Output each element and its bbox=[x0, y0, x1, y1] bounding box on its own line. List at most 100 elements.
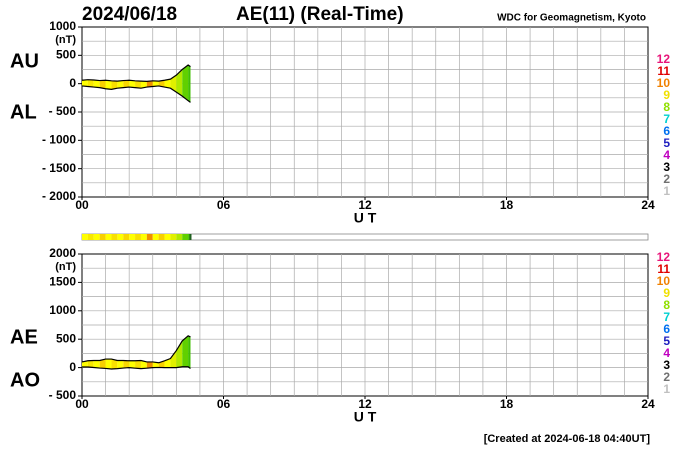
fill-segment bbox=[140, 360, 147, 369]
fill-segment bbox=[123, 80, 130, 88]
series-line bbox=[81, 335, 191, 364]
x-tick-label: 12 bbox=[358, 198, 372, 212]
fill-segment bbox=[105, 359, 112, 370]
activity-strip-segment bbox=[99, 234, 106, 240]
series-label: AL bbox=[10, 101, 37, 123]
level-legend-label: 8 bbox=[663, 298, 670, 312]
fill-segment bbox=[111, 80, 118, 90]
level-legend-label: 12 bbox=[657, 250, 671, 264]
y-tick-label: 0 bbox=[69, 76, 76, 90]
x-axis-label: U T bbox=[354, 409, 377, 425]
level-legend-label: 9 bbox=[663, 286, 670, 300]
level-legend-label: 5 bbox=[663, 334, 670, 348]
level-legend-label: 7 bbox=[663, 310, 670, 324]
activity-strip-segment bbox=[117, 234, 124, 240]
fill-segment bbox=[117, 80, 124, 89]
activity-strip-segment bbox=[105, 234, 112, 240]
activity-strip-segment bbox=[176, 234, 183, 240]
series-line bbox=[81, 64, 191, 83]
x-axis-label: U T bbox=[354, 210, 377, 226]
activity-strip-segment bbox=[158, 234, 165, 240]
activity-strip-segment bbox=[135, 234, 141, 240]
level-legend-label: 9 bbox=[663, 88, 670, 102]
y-tick-label: 1000 bbox=[49, 19, 76, 33]
fill-segment bbox=[82, 360, 88, 368]
series-label: AE bbox=[10, 326, 38, 348]
y-tick-label: 500 bbox=[56, 331, 76, 345]
x-tick-label: 24 bbox=[641, 397, 655, 411]
y-tick-label: 1000 bbox=[49, 303, 76, 317]
fill-segment bbox=[82, 79, 88, 87]
source: WDC for Geomagnetism, Kyoto bbox=[497, 13, 646, 24]
activity-strip-segment bbox=[146, 234, 153, 240]
fill-segment bbox=[93, 79, 100, 88]
fill-segment bbox=[182, 335, 189, 367]
x-tick-label: 12 bbox=[358, 397, 372, 411]
y-axis-label: (nT) bbox=[55, 34, 76, 46]
x-tick-label: 18 bbox=[500, 198, 514, 212]
fill-segment bbox=[129, 360, 136, 369]
y-axis-label: (nT) bbox=[55, 261, 76, 273]
fill-segment bbox=[117, 360, 124, 369]
y-tick-label: 500 bbox=[56, 48, 76, 62]
fill-segment bbox=[188, 335, 191, 369]
activity-strip-segment bbox=[164, 234, 171, 240]
level-legend-label: 10 bbox=[657, 76, 671, 90]
x-tick-label: 24 bbox=[641, 198, 655, 212]
fill-segment bbox=[182, 64, 189, 101]
level-legend-label: 12 bbox=[657, 52, 671, 66]
activity-strip-segment bbox=[129, 234, 136, 240]
fill-segment bbox=[158, 80, 165, 88]
fill-segment bbox=[99, 359, 106, 369]
level-legend-label: 1 bbox=[663, 184, 670, 198]
fill-segment bbox=[152, 361, 159, 368]
level-legend-label: 3 bbox=[663, 160, 670, 174]
level-legend-label: 2 bbox=[663, 172, 670, 186]
x-tick-label: 18 bbox=[500, 397, 514, 411]
level-legend-label: 11 bbox=[657, 262, 670, 276]
date: 2024/06/18 bbox=[82, 4, 177, 25]
series-label: AU bbox=[10, 50, 39, 72]
series-line bbox=[82, 366, 191, 370]
level-legend-label: 11 bbox=[657, 64, 670, 78]
fill-segment bbox=[164, 79, 171, 89]
y-tick-label: 2000 bbox=[49, 246, 76, 260]
activity-strip-segment bbox=[152, 234, 159, 240]
fill-segment bbox=[135, 80, 141, 89]
y-tick-label: - 1000 bbox=[42, 133, 76, 147]
level-legend-label: 4 bbox=[663, 346, 670, 360]
y-tick-label: 1500 bbox=[49, 275, 76, 289]
activity-strip-segment bbox=[111, 234, 118, 240]
level-legend-label: 8 bbox=[663, 100, 670, 114]
level-legend-label: 10 bbox=[657, 274, 671, 288]
fill-segment bbox=[140, 81, 147, 89]
fill-segment bbox=[146, 361, 153, 369]
fill-segment bbox=[105, 80, 112, 90]
fill-segment bbox=[188, 64, 191, 103]
fill-segment bbox=[87, 79, 94, 88]
series-line bbox=[81, 85, 191, 103]
fill-segment bbox=[170, 75, 177, 93]
level-legend-label: 1 bbox=[663, 382, 670, 396]
fill-segment bbox=[176, 340, 183, 368]
level-legend-label: 6 bbox=[663, 124, 670, 138]
level-legend-label: 7 bbox=[663, 112, 670, 126]
level-legend-label: 5 bbox=[663, 136, 670, 150]
fill-segment bbox=[170, 350, 177, 368]
x-tick-label: 06 bbox=[217, 397, 231, 411]
activity-strip-segment bbox=[170, 234, 177, 240]
title: AE(11) (Real-Time) bbox=[236, 4, 404, 25]
activity-strip-segment bbox=[182, 234, 189, 240]
x-tick-label: 00 bbox=[75, 198, 89, 212]
series-label: AO bbox=[10, 369, 40, 391]
fill-segment bbox=[93, 360, 100, 369]
fill-segment bbox=[135, 360, 141, 369]
footer: [Created at 2024-06-18 04:40UT] bbox=[484, 433, 651, 445]
fill-segment bbox=[146, 80, 153, 88]
level-legend-label: 3 bbox=[663, 358, 670, 372]
fill-segment bbox=[111, 359, 118, 370]
y-tick-label: 0 bbox=[69, 360, 76, 374]
level-legend-label: 4 bbox=[663, 148, 670, 162]
activity-strip-segment bbox=[82, 234, 88, 240]
